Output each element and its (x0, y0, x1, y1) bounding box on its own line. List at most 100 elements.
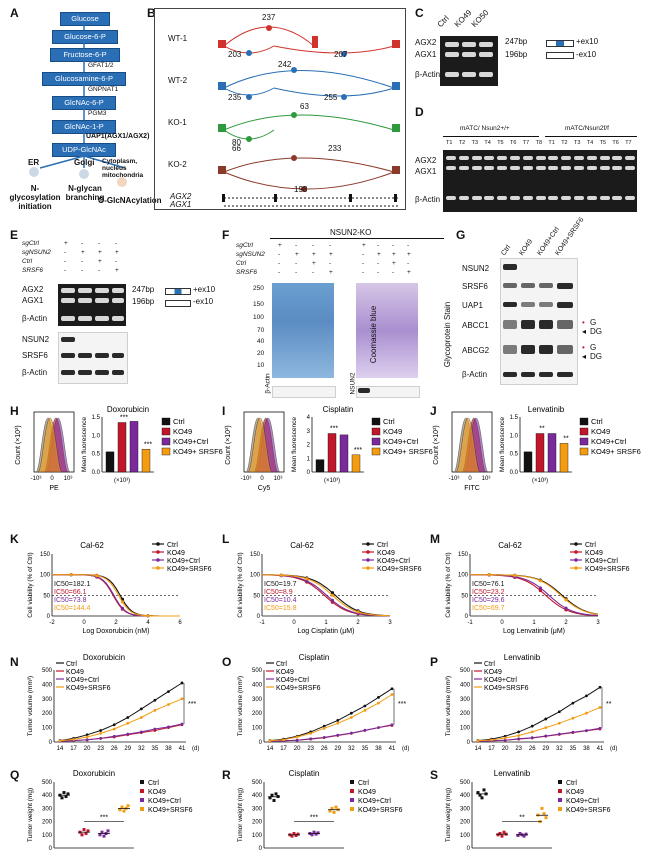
y-tick-label: 300 (460, 806, 471, 812)
data-point (85, 733, 89, 737)
gel-band (574, 196, 584, 200)
legend-label: KO49+SRSF6 (484, 685, 529, 692)
legend-label: KO49+SRSF6 (358, 807, 403, 814)
significance: *** (144, 441, 152, 448)
design-sign: - (81, 258, 84, 265)
x-tick-label: 35 (362, 746, 369, 752)
x-tick-label: 32 (348, 746, 355, 752)
y-tick-label: 0 (307, 470, 311, 476)
y-tick-label: 500 (252, 780, 263, 786)
data-point (167, 725, 170, 729)
panel-letter-a: A (10, 6, 19, 20)
lane-label: T4 (484, 140, 491, 146)
glyco-label: G (590, 318, 597, 327)
design-sign: + (392, 251, 396, 258)
y-tick-label: 100 (40, 573, 51, 579)
blot-label: NSUN2 (349, 372, 357, 395)
design-sign: - (392, 242, 395, 249)
ic50-label: IC50=8.9 (264, 589, 293, 596)
blot-band (557, 283, 573, 289)
blot-band (78, 370, 92, 375)
data-point (120, 805, 124, 809)
legend-marker (140, 789, 144, 793)
isoform-label: +ex10 (193, 285, 216, 294)
y-tick-label: 1.5 (92, 415, 101, 421)
x-tick-label: 14 (475, 746, 482, 752)
data-point (334, 805, 338, 809)
legend-label: KO49 (276, 669, 294, 676)
gel-band (471, 196, 482, 200)
y-tick-label: 150 (458, 552, 469, 558)
panel-letter-i: I (222, 404, 226, 418)
row-label: β-Actin (415, 195, 441, 204)
panel-letter-f: F (222, 228, 230, 242)
data-point (314, 832, 318, 836)
data-point (312, 830, 316, 834)
x-tick-label: 26 (111, 746, 118, 752)
y-tick-label: 500 (42, 668, 53, 674)
data-point (530, 724, 534, 728)
growth-panel: Cisplatin 0 100 200 300 400 500 14 17 20 23 26 29 32 3… (237, 653, 409, 752)
lane-label: T5 (497, 140, 504, 146)
data-point (139, 707, 143, 711)
data-point (530, 730, 534, 734)
gel-band (479, 42, 493, 47)
panel-letter-g: G (456, 228, 466, 242)
chart-title: Lenvatinib (504, 653, 541, 662)
design-sign: - (377, 260, 380, 267)
x-tick-label: 41 (597, 746, 604, 752)
y-tick-label: 300 (42, 806, 53, 812)
data-point (290, 834, 294, 838)
data-point (84, 831, 88, 835)
gel-band (561, 156, 572, 160)
legend-label: KO49+Ctrl (377, 558, 410, 565)
data-point (99, 729, 103, 732)
data-point (330, 593, 334, 597)
data-point (85, 735, 89, 739)
y-tick-label: 200 (42, 820, 53, 826)
histogram-axis-label: Cy5 (258, 485, 271, 492)
isoform-label: +ex10 (576, 37, 599, 46)
enzyme-label: GNPNAT1 (88, 86, 119, 93)
data-point (146, 614, 150, 618)
legend-marker (558, 789, 562, 793)
gel-band (574, 156, 584, 160)
data-point (292, 831, 296, 835)
panel-letter-b: B (147, 6, 156, 20)
data-point (524, 832, 528, 836)
junction-count: 237 (262, 13, 276, 22)
chart-title: Cal-62 (80, 541, 104, 550)
design-sign: - (312, 242, 315, 249)
y-tick-label: 0.0 (510, 470, 519, 476)
bar (351, 454, 361, 473)
legend-label: KO49+Ctrl (66, 677, 99, 684)
track-label: KO-2 (168, 160, 187, 169)
blot-label: ABCC1 (462, 321, 489, 330)
lane-label: T1 (548, 140, 555, 146)
histogram-ylabel: Count (×10²) (15, 425, 22, 465)
histogram-xtick: -10³ (31, 476, 42, 482)
data-point (476, 739, 480, 743)
junction-count: 198 (294, 185, 308, 194)
legend-marker (156, 542, 160, 546)
x-tick-label: 6 (178, 620, 182, 626)
bar (523, 451, 533, 473)
blot-label: β-Actin (22, 368, 48, 377)
bar (547, 433, 557, 473)
y-tick-label: 400 (42, 682, 53, 688)
x-tick-label: 35 (152, 746, 159, 752)
mw-marker: 40 (257, 338, 265, 345)
x-tick-label: 0 (82, 620, 86, 626)
x-unit: (d) (610, 746, 617, 752)
data-point (126, 716, 130, 719)
data-point (557, 721, 561, 725)
weight-panel: Cisplatin 0 100 200 300 400 500 Tumor weight (m… (237, 769, 403, 852)
gel-band (445, 52, 459, 57)
legend-swatch (161, 417, 171, 426)
panel-letter-s: S (430, 768, 439, 782)
y-tick-label: 100 (42, 833, 53, 839)
legend-label: KO49+ SRSF6 (173, 447, 223, 456)
row-label: β-Actin (415, 70, 441, 79)
